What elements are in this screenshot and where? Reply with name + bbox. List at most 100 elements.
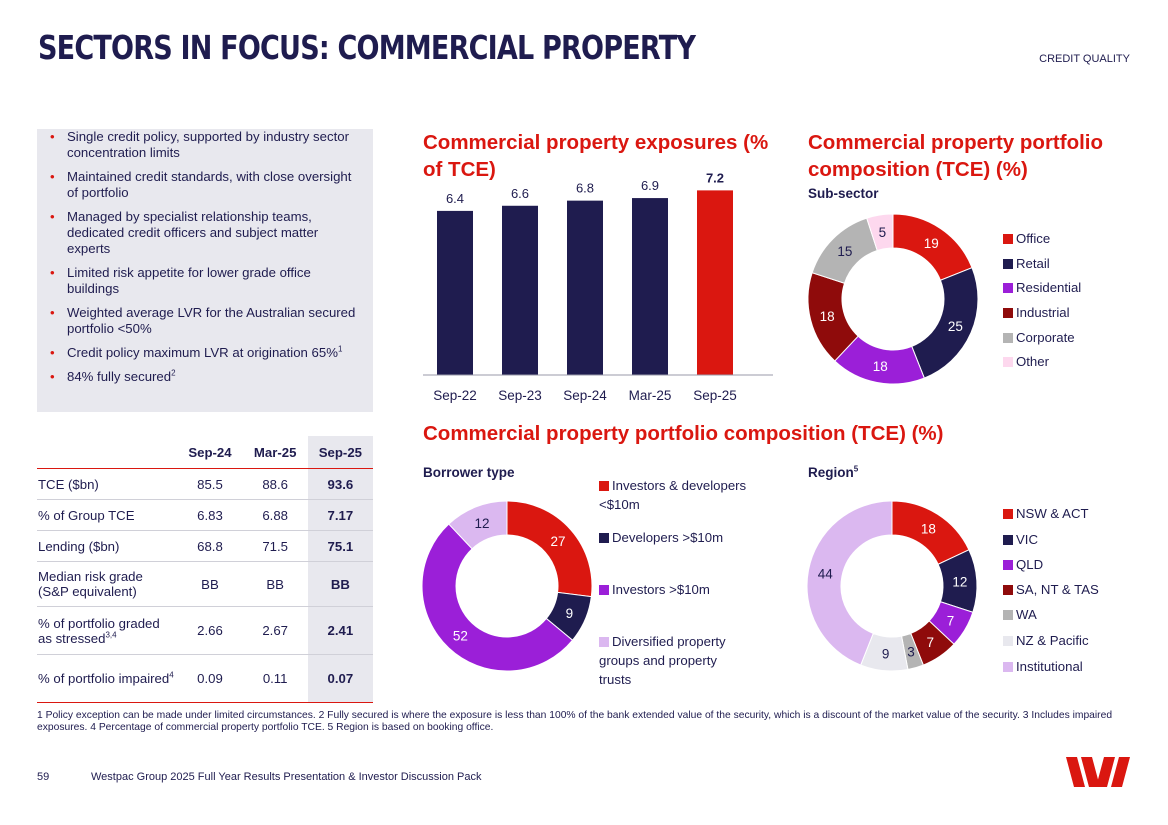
table-row: % of Group TCE 6.83 6.88 7.17 [37,499,373,531]
westpac-logo-icon [1066,757,1130,787]
slice-diversified-property-groups-and-property-trusts [448,500,508,550]
cell-sep-25: BB [307,561,373,607]
slice-value-label: 44 [818,566,834,581]
slice-value-label: 12 [952,575,967,590]
cell-mar-25: 88.6 [242,468,308,500]
legend-label: VIC [1016,532,1038,547]
region-legend: NSW & ACT VIC QLD SA, NT & TAS WA NZ & Pacifi… [1003,506,1153,681]
cell-sep-24: 6.83 [177,499,243,531]
table-row: TCE ($bn) 85.5 88.6 93.6 [37,468,373,500]
bar-value-label: 6.9 [641,178,659,193]
legend-swatch [1003,585,1013,595]
legend-item-other: Other [1003,354,1049,369]
bullet-item: Credit policy maximum LVR at origination… [50,344,363,361]
bullet-text: Weighted average LVR for the Australian … [67,305,356,336]
legend-swatch [1003,333,1013,343]
legend-swatch [1003,535,1013,545]
bullet-text: Credit policy maximum LVR at origination… [67,345,338,360]
slice-value-label: 5 [879,225,887,240]
legend-swatch [1003,636,1013,646]
key-points-panel: Single credit policy, supported by indus… [37,129,373,412]
table-header-mar25: Mar-25 [253,444,297,460]
table-header-row: Sep-24 Mar-25 Sep-25 [37,436,373,469]
slice-value-label: 18 [921,522,936,537]
cell-mar-25: BB [242,561,308,607]
legend-item-developers-10m: Developers >$10m [599,528,749,547]
legend-swatch [599,585,609,595]
bar-value-label: 6.6 [511,186,529,201]
row-label: Median risk grade (S&P equivalent) [37,561,178,607]
bullet-text: 84% fully secured [67,369,172,384]
bar-sep-25 [697,190,733,375]
legend-label: NZ & Pacific [1016,633,1089,648]
bullet-footnote-ref: 2 [171,368,176,378]
bullet-item: 84% fully secured2 [50,368,363,385]
legend-item-vic: VIC [1003,532,1038,547]
exposures-bar-chart: 6.4 Sep-22 6.6 Sep-23 6.8 Sep-24 6.9 Mar-25 7.2 S… [423,170,773,403]
legend-label: NSW & ACT [1016,506,1089,521]
row-label: Lending ($bn) [37,530,178,562]
cell-sep-24: 68.8 [177,530,243,562]
legend-label: SA, NT & TAS [1016,582,1099,597]
legend-item-sa-nt-tas: SA, NT & TAS [1003,582,1099,597]
bar-sep-22 [437,210,473,375]
bullet-text: Single credit policy, supported by indus… [67,129,349,160]
legend-item-nsw-act: NSW & ACT [1003,506,1089,521]
legend-item-institutional: Institutional [1003,659,1083,674]
legend-label: Residential [1016,280,1082,295]
bullet-footnote-ref: 1 [337,344,343,354]
borrower-legend: Investors & developers <$10m Developers >… [599,476,759,691]
legend-swatch [1003,509,1013,519]
region-subtitle: Region5 [808,465,858,480]
slice-value-label: 7 [947,614,955,629]
legend-item-industrial: Industrial [1003,305,1070,320]
legend-label: QLD [1016,557,1044,572]
legend-label: Other [1016,354,1049,369]
slice-value-label: 12 [474,516,489,531]
cell-sep-24: 2.66 [177,606,243,655]
bar-value-label: 7.2 [706,170,724,185]
subsector-subtitle: Sub-sector [808,186,879,201]
section-label: CREDIT QUALITY [1039,53,1130,65]
subsector-legend: Office Retail Residential Industrial Corpora… [1003,231,1153,381]
bullet-item: Managed by specialist relationship teams… [50,209,363,257]
cell-sep-25: 93.6 [307,468,373,500]
bullet-text: Limited risk appetite for lower grade of… [67,265,311,296]
cell-sep-25: 0.07 [307,654,373,703]
legend-label: Retail [1016,256,1050,271]
row-label-text: % of Group TCE [38,507,135,523]
page-number: 59 [37,771,50,783]
slice-value-label: 25 [948,319,963,334]
region-subtitle-sup: 5 [853,464,859,474]
bullet-item: Maintained credit standards, with close … [50,169,363,201]
footer-text: Westpac Group 2025 Full Year Results Pre… [91,771,482,783]
composition-heading-top: Commercial property portfolio compositio… [808,131,1104,181]
row-label: TCE ($bn) [37,468,178,500]
cell-mar-25: 71.5 [242,530,308,562]
table-body: TCE ($bn) 85.5 88.6 93.6 % of Group TCE 6.83 6… [37,468,373,703]
table-row: Lending ($bn) 68.8 71.5 75.1 [37,530,373,562]
legend-label: Institutional [1016,659,1083,674]
cell-sep-25: 75.1 [307,530,373,562]
legend-item-corporate: Corporate [1003,330,1075,345]
slice-value-label: 27 [550,534,565,549]
row-label: % of Group TCE [37,499,178,531]
cell-mar-25: 0.11 [242,654,308,703]
x-tick-label: Mar-25 [629,388,672,403]
slice-value-label: 7 [926,635,934,650]
row-label-footnote-ref: 3,4 [105,630,117,640]
footnote: 1 Policy exception can be made under lim… [37,710,1113,733]
x-tick-label: Sep-22 [433,388,477,403]
bullet-item: Weighted average LVR for the Australian … [50,305,363,337]
slice-institutional [806,500,893,666]
slice-value-label: 9 [566,606,574,621]
bar-mar-25 [632,198,668,375]
cell-sep-24: BB [177,561,243,607]
legend-label: Corporate [1016,330,1075,345]
slice-retail [911,267,979,379]
region-subtitle-text: Region [808,465,854,480]
legend-item-investors-10m: Investors >$10m [599,580,749,599]
cell-mar-25: 2.67 [242,606,308,655]
bar-value-label: 6.8 [576,181,594,196]
bar-sep-23 [502,205,538,375]
